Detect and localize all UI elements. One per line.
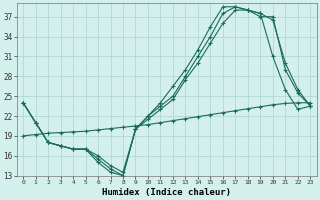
- X-axis label: Humidex (Indice chaleur): Humidex (Indice chaleur): [102, 188, 231, 197]
